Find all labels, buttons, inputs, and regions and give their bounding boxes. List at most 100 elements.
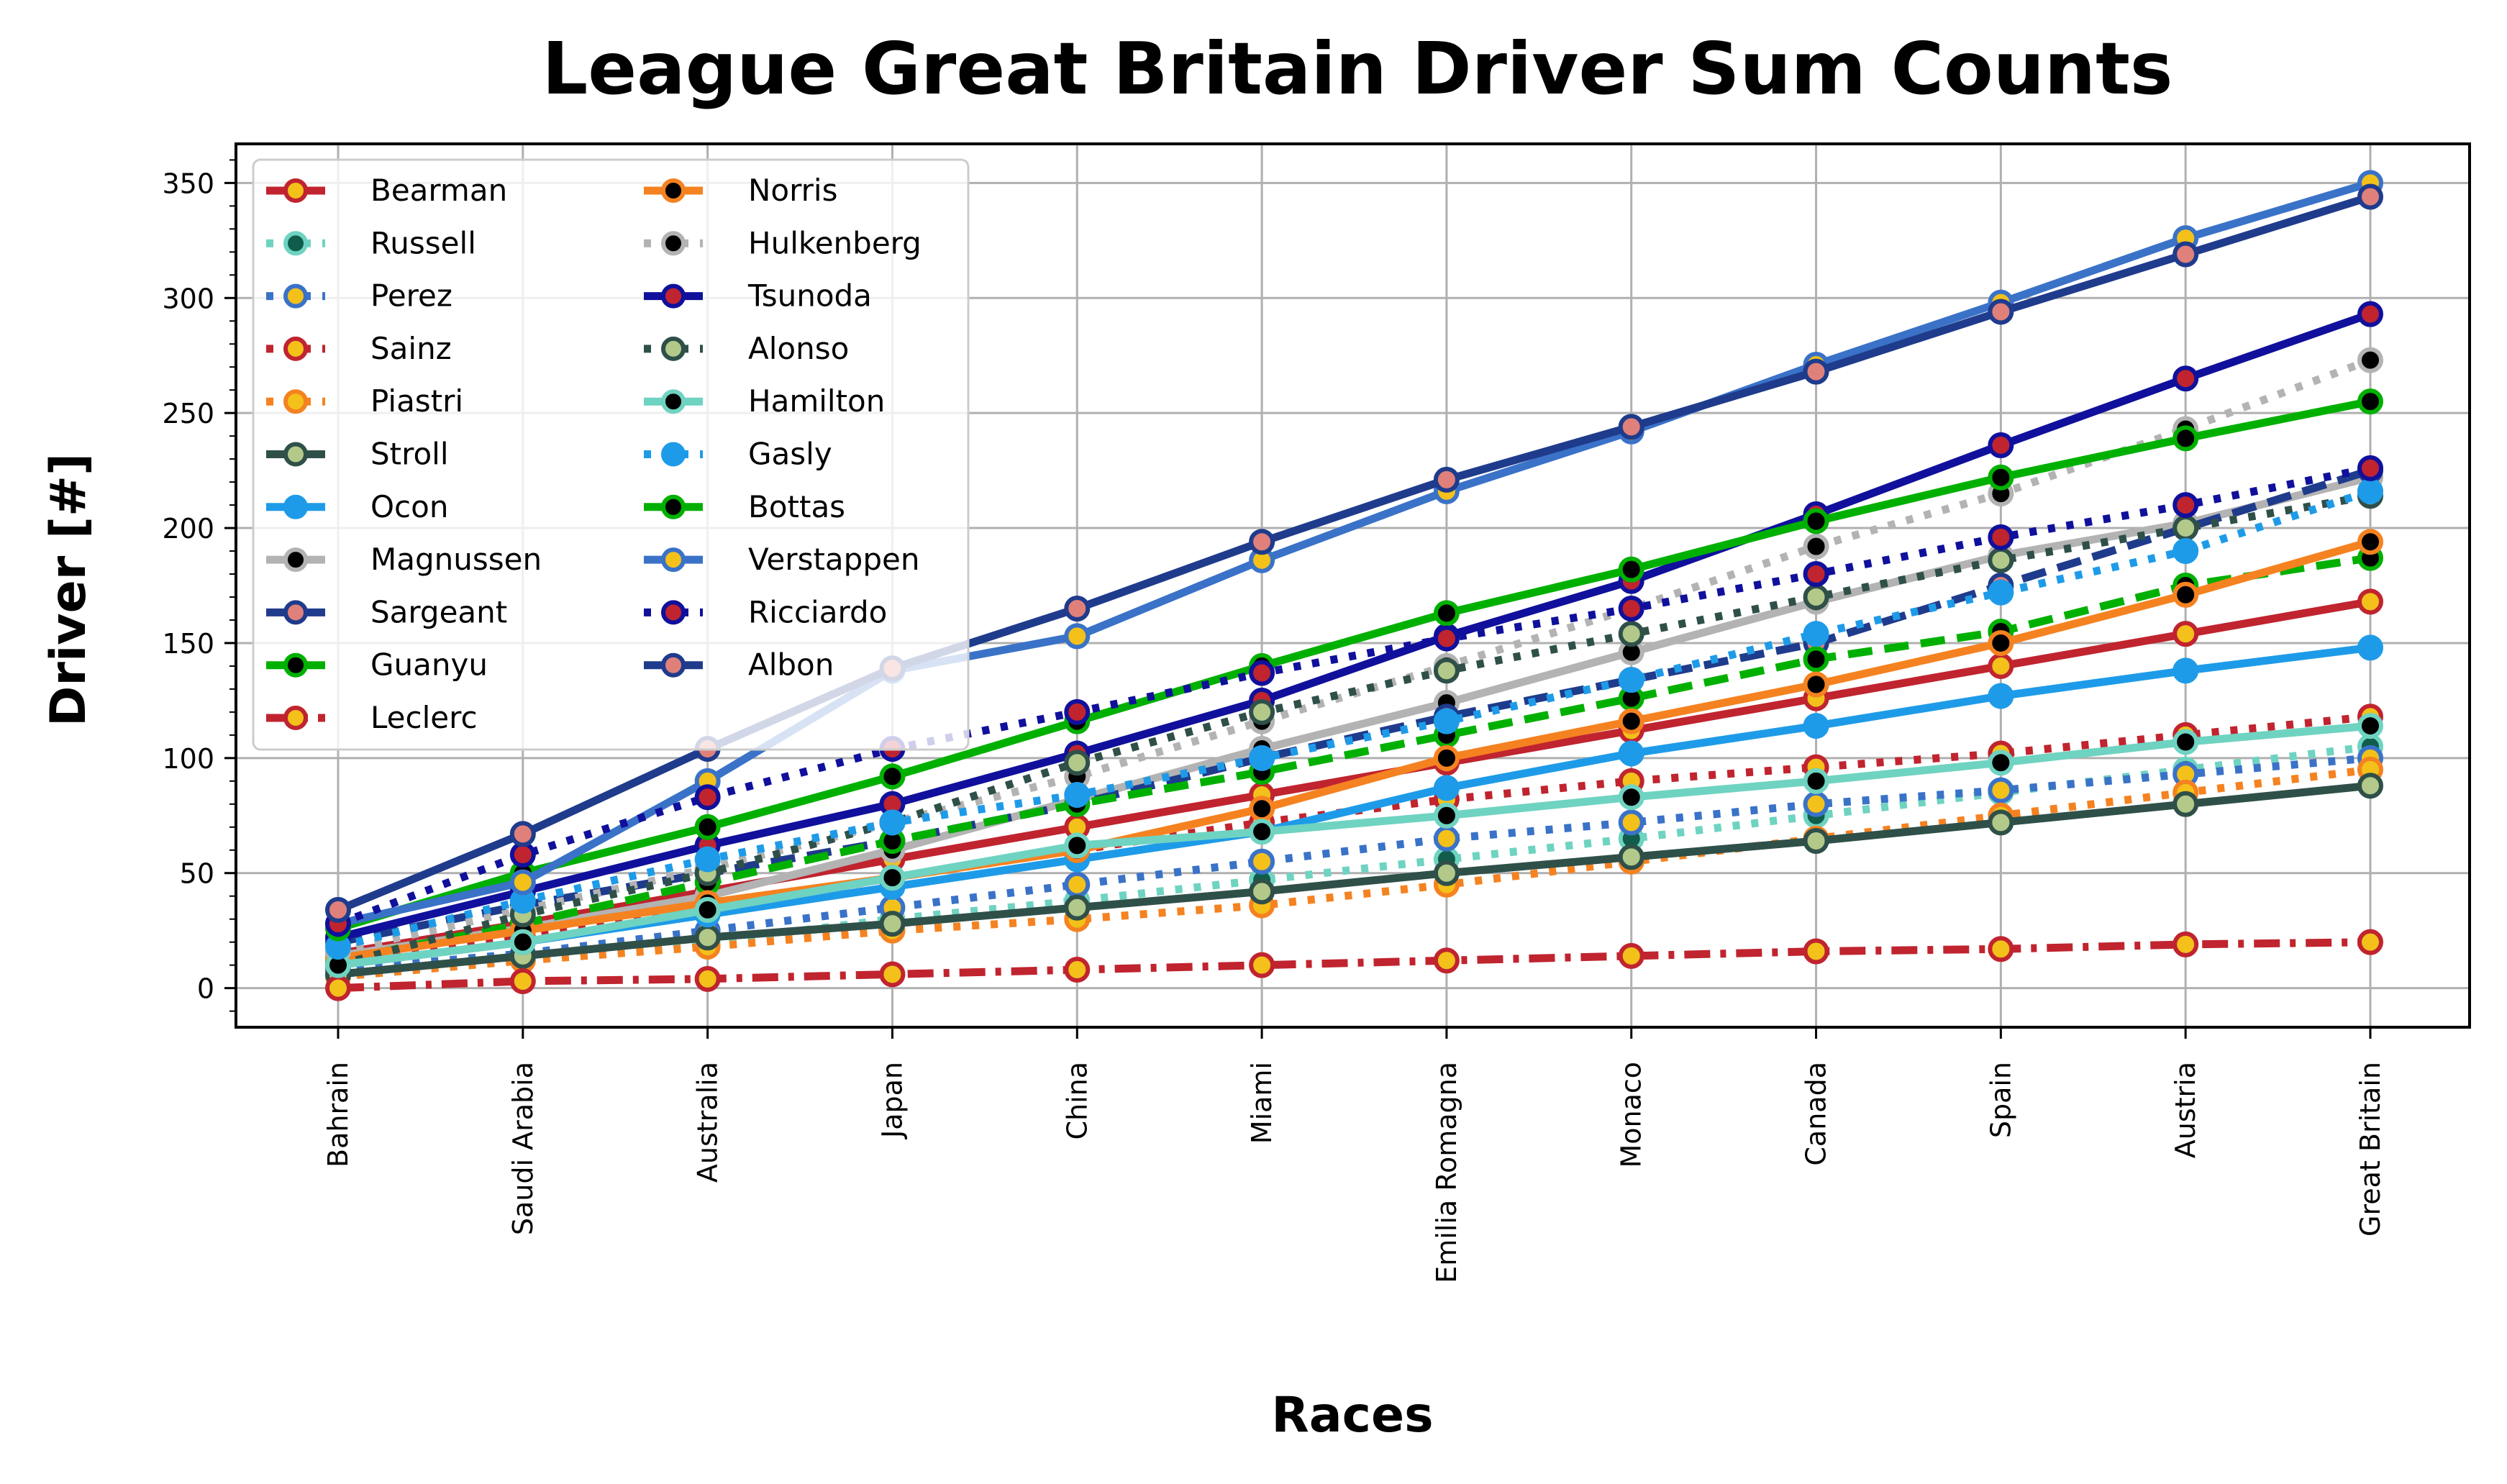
x-tick-label: Miami — [1246, 1062, 1278, 1144]
data-point — [1064, 698, 1091, 725]
series-line — [337, 464, 2372, 928]
legend-label: Russell — [370, 225, 476, 260]
legend-entry: Russell — [266, 225, 476, 260]
data-point — [1433, 745, 1460, 771]
legend-label: Ocon — [370, 489, 448, 524]
data-point — [1803, 713, 1829, 739]
data-point — [1618, 784, 1644, 811]
series-line — [337, 554, 2371, 965]
legend-marker — [283, 442, 308, 467]
data-point — [2357, 929, 2383, 955]
series-line — [337, 781, 2371, 978]
plot-frame — [235, 142, 2471, 1029]
data-point — [2357, 588, 2383, 615]
series-line — [337, 473, 2372, 960]
x-axis-label: Races — [1271, 1387, 1433, 1444]
y-tick-label: 50 — [180, 858, 214, 890]
data-point — [879, 763, 906, 790]
data-point — [1433, 466, 1460, 493]
data-point — [1803, 768, 1829, 794]
series-line — [337, 397, 2372, 932]
legend-entry: Stroll — [266, 437, 449, 472]
data-point — [1988, 777, 2014, 804]
series-bottas — [325, 388, 2383, 942]
data-point — [1249, 796, 1275, 822]
data-point — [1618, 667, 1644, 693]
legend-marker — [661, 600, 686, 625]
legend-marker — [283, 652, 308, 678]
data-point — [1618, 414, 1644, 440]
data-point — [1064, 782, 1091, 809]
data-point — [1988, 683, 2014, 709]
data-point — [2357, 347, 2383, 373]
series-hamilton — [325, 713, 2383, 978]
data-point — [2172, 515, 2199, 542]
x-tick-label: Australia — [692, 1062, 724, 1183]
series-line — [337, 721, 2371, 970]
legend-marker — [661, 231, 686, 256]
data-point — [1064, 957, 1091, 983]
data-point — [1803, 508, 1829, 534]
x-tick-label: Saudi Arabia — [507, 1062, 539, 1235]
legend-label: Bearman — [370, 173, 507, 208]
series-line — [337, 491, 2371, 970]
legend-box — [252, 158, 970, 751]
data-point — [2172, 538, 2199, 565]
data-point — [1433, 600, 1460, 627]
legend-entry: Ocon — [266, 489, 448, 524]
y-tick-label: 100 — [162, 743, 214, 775]
data-point — [1433, 708, 1460, 734]
data-point — [2357, 388, 2383, 415]
data-point — [1618, 844, 1644, 870]
data-point — [325, 896, 351, 923]
legend-marker — [661, 336, 686, 361]
legend-marker — [283, 600, 308, 625]
legend-marker — [661, 178, 686, 203]
x-axis: Bahrain Saudi Arabia Australia Japan China Mi… — [322, 1027, 2386, 1283]
legend-label: Perez — [370, 278, 452, 314]
data-point — [1988, 432, 2014, 458]
data-point — [1618, 595, 1644, 622]
legend-entry: Albon — [644, 647, 834, 683]
data-point — [879, 865, 906, 891]
data-point — [1988, 547, 2014, 573]
data-point — [1249, 660, 1275, 686]
y-tick-label: 350 — [162, 168, 214, 199]
y-tick-label: 300 — [162, 283, 214, 314]
data-point — [2357, 529, 2383, 555]
legend-entry: Guanyu — [266, 647, 488, 683]
legend-label: Tsunoda — [747, 278, 872, 314]
series-line — [337, 179, 2372, 928]
data-point — [879, 809, 906, 836]
data-point — [509, 929, 536, 955]
series-line — [337, 466, 2372, 947]
data-point — [1064, 623, 1091, 650]
x-tick-label: Canada — [1801, 1062, 1832, 1166]
data-point — [1433, 625, 1460, 652]
data-point — [1988, 299, 2014, 325]
legend-marker — [283, 336, 308, 361]
data-point — [1064, 894, 1091, 921]
legend-marker — [661, 389, 686, 414]
data-point — [2357, 183, 2383, 210]
data-point — [1433, 657, 1460, 684]
data-point — [509, 968, 536, 995]
series-line — [337, 537, 2372, 962]
legend-marker — [661, 442, 686, 467]
data-point — [2357, 455, 2383, 481]
legend-label: Leclerc — [370, 700, 478, 735]
data-point — [694, 924, 721, 951]
data-point — [1249, 745, 1275, 771]
series-line — [337, 597, 2371, 958]
legend-entry: Alonso — [644, 331, 849, 366]
legend-label: Piastri — [370, 383, 463, 419]
legend-entry: Sargeant — [266, 594, 507, 629]
legend-label: Albon — [748, 647, 834, 683]
data-point — [2172, 931, 2199, 957]
data-point — [1803, 938, 1829, 965]
x-tick-label: China — [1061, 1062, 1093, 1140]
data-point — [1803, 561, 1829, 588]
legend-label: Ricciardo — [748, 594, 887, 629]
data-point — [1433, 775, 1460, 801]
series-line — [337, 754, 2371, 974]
